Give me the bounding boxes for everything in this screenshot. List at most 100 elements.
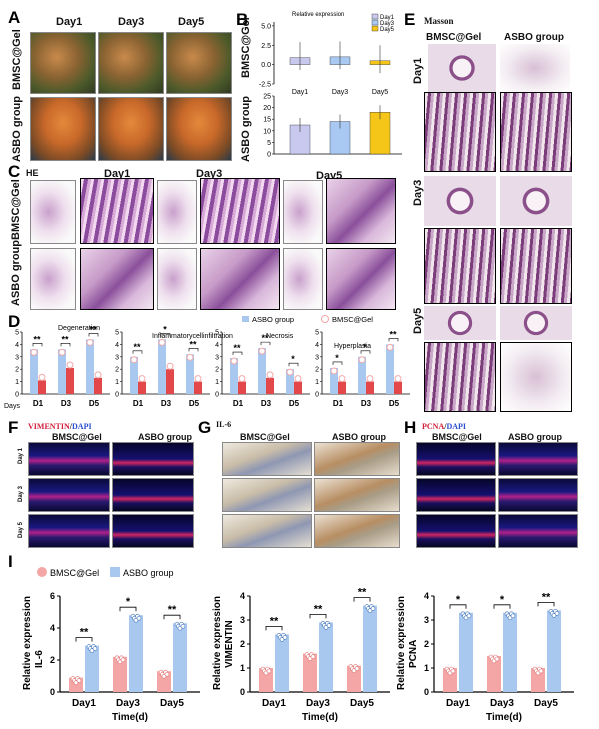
i-point-asbo	[136, 615, 142, 621]
vimentin-image	[28, 478, 110, 512]
i-sig-mark: **	[542, 591, 551, 603]
panel-a-label: A	[8, 8, 21, 27]
i-bar-asbo	[275, 634, 289, 692]
d-sig-bracket	[360, 350, 371, 354]
i-xlabel: Day5	[350, 698, 374, 709]
d-tick-label: 1	[215, 379, 219, 386]
d-bar-bmsc	[294, 381, 302, 394]
d-tick-label: 1	[315, 379, 319, 386]
d-sig-bracket	[188, 348, 199, 352]
d-point-bmsc	[166, 362, 174, 370]
panel-i-label: I	[8, 552, 13, 571]
d-bar-asbo	[130, 356, 138, 394]
he-overview-image	[30, 180, 76, 244]
d-bar-bmsc	[338, 381, 346, 394]
i-bar-asbo	[173, 623, 187, 692]
d-sig-bracket	[232, 351, 243, 356]
il6-image	[314, 478, 400, 512]
panel-b-label: B	[236, 10, 249, 29]
panel-h-stain: PCNA/DAPI	[422, 422, 466, 431]
d-point-bmsc	[138, 375, 146, 383]
panel-g-stain: IL-6	[216, 420, 232, 429]
masson-overview-image	[500, 306, 572, 340]
d-point-bmsc	[394, 375, 402, 383]
d-xlabel: D1	[233, 399, 244, 408]
i-sig-mark: **	[80, 627, 89, 639]
d-sig-bracket	[260, 341, 271, 346]
d-point-asbo	[30, 348, 38, 356]
i-sig-mark: *	[126, 596, 131, 608]
masson-overview-image	[428, 44, 496, 92]
pcna-image	[498, 514, 578, 548]
i-bar-asbo	[129, 615, 143, 692]
d-point-asbo	[58, 348, 66, 356]
panel-h-col-asbo: ASBO group	[508, 432, 562, 442]
panel-c-col-day1: Day1	[104, 168, 131, 180]
i-point-asbo	[510, 613, 516, 619]
d-sig-mark: *	[335, 353, 339, 363]
d-subtitle: Inflammatorycellinfiltration	[152, 333, 233, 340]
panel-g-col-asbo: ASBO group	[332, 432, 386, 442]
i-point-bmsc	[494, 656, 500, 662]
b-top-xlabel: Day5	[372, 89, 388, 96]
i-bar-bmsc	[347, 665, 361, 692]
d-bar-bmsc	[66, 367, 74, 394]
d-tick-label: 2	[215, 367, 219, 374]
d-xlabel: D5	[389, 399, 400, 408]
i-tick-label: 2	[240, 639, 245, 649]
panel-h-label: H	[404, 418, 417, 437]
d-bar-asbo	[358, 356, 366, 394]
i-ylabel: Relative expression	[212, 596, 223, 690]
b-top-xlabel: Day1	[292, 89, 308, 96]
d-bar-asbo	[386, 344, 394, 394]
d-xlabel: D5	[189, 399, 200, 408]
d-point-bmsc	[366, 375, 374, 383]
i-point-asbo	[554, 611, 560, 616]
i-tick-label: 1	[240, 663, 245, 673]
d-bar-asbo	[330, 367, 338, 394]
pcna-image	[498, 478, 578, 512]
d-sig-bracket	[60, 343, 71, 347]
i-bar-bmsc	[259, 668, 273, 692]
panel-a-row-asbo: ASBO group	[11, 96, 23, 162]
i-xlabel: Day3	[306, 698, 330, 709]
b-top-xlabel: Day3	[332, 89, 348, 96]
d-xlabel: D1	[333, 399, 344, 408]
panel-c-stain: HE	[26, 168, 39, 178]
he-zoom-image	[200, 178, 280, 244]
d-point-asbo	[386, 343, 394, 351]
i-tick-label: 0	[50, 687, 55, 697]
panel-b-ylabel-top: BMSC@Gel	[240, 17, 252, 78]
panel-f-col-asbo: ASBO group	[138, 432, 192, 442]
i-sig-bracket	[265, 626, 283, 631]
d-tick-label: 1	[115, 379, 119, 386]
d-sig-bracket	[132, 350, 143, 354]
panel-d-chart: ASBO group BMSC@Gel Days Degeneration 0 1 2…	[4, 315, 410, 410]
i-ylabel: Relative expression	[22, 596, 33, 690]
il6-image	[314, 442, 400, 476]
d-sig-mark: **	[261, 333, 269, 343]
d-point-bmsc	[66, 361, 74, 369]
il6-image	[314, 514, 400, 548]
i-tick-label: 0	[240, 687, 245, 697]
pcna-image	[498, 442, 578, 476]
d-point-asbo	[258, 347, 266, 355]
panel-a-photo	[98, 32, 164, 94]
pcna-image	[416, 478, 496, 512]
panel-a-col-day5: Day5	[178, 16, 205, 28]
masson-zoom-image	[500, 342, 572, 412]
d-point-bmsc	[38, 373, 46, 381]
legend-asbo: ASBO group	[252, 315, 294, 324]
d-point-bmsc	[194, 375, 202, 383]
he-zoom-image	[200, 248, 280, 310]
vimentin-image	[112, 478, 194, 512]
i-ylabel-gene: PCNA	[408, 640, 419, 668]
vimentin-image	[112, 514, 194, 548]
i-sig-mark: **	[314, 603, 323, 615]
i-sig-bracket	[119, 606, 137, 612]
i-sig-mark: **	[358, 587, 367, 599]
d-point-bmsc	[338, 375, 346, 383]
legend-day5-swatch	[371, 25, 379, 32]
d-tick-label: 2	[115, 367, 119, 374]
he-overview-image	[283, 248, 323, 310]
